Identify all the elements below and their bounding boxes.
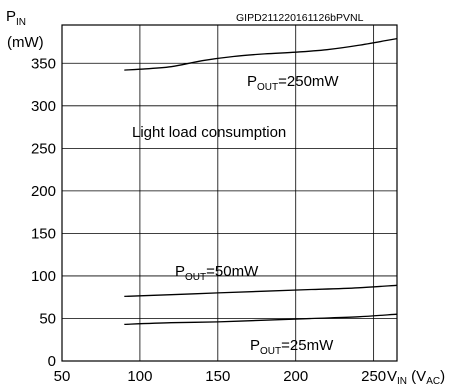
y-tick-label-150: 150 bbox=[31, 225, 56, 242]
series-label-25mw-sub: OUT bbox=[260, 346, 281, 357]
x-axis-title-close: ) bbox=[440, 368, 445, 385]
y-axis-title: PIN bbox=[6, 8, 26, 28]
series-label-25mw-main: P bbox=[250, 337, 260, 354]
series-layer bbox=[124, 37, 398, 326]
series-label-25mw: POUT=25mW bbox=[250, 337, 334, 357]
y-tick-label-50: 50 bbox=[39, 310, 56, 327]
x-tick-label-50: 50 bbox=[54, 368, 71, 385]
x-axis-title-paren-sub: AC bbox=[426, 376, 440, 385]
y-tick-label-350: 350 bbox=[31, 55, 56, 72]
y-axis-unit: (mW) bbox=[7, 34, 44, 51]
series-label-50mw-rest: =50mW bbox=[206, 263, 259, 280]
x-tick-label-150: 150 bbox=[205, 368, 230, 385]
y-tick-label-0: 0 bbox=[48, 353, 56, 370]
series-label-25mw-rest: =25mW bbox=[281, 337, 334, 354]
plot-frame bbox=[61, 24, 398, 362]
y-tick-label-250: 250 bbox=[31, 140, 56, 157]
y-tick-label-200: 200 bbox=[31, 183, 56, 200]
series-label-250mw-sub: OUT bbox=[257, 82, 278, 93]
series-label-50mw: POUT=50mW bbox=[175, 263, 259, 283]
series-label-50mw-sub: OUT bbox=[185, 272, 206, 283]
figure-code: GIPD211220161126bPVNL bbox=[236, 12, 364, 24]
y-axis-title-sub: IN bbox=[16, 17, 26, 28]
x-tick-label-100: 100 bbox=[127, 368, 152, 385]
x-axis-title-main: V bbox=[387, 368, 397, 385]
series-label-250mw-rest: =250mW bbox=[278, 73, 339, 90]
series-25mw-line bbox=[124, 313, 398, 326]
x-tick-label-250: 250 bbox=[361, 368, 386, 385]
annotation-light-load: Light load consumption bbox=[132, 124, 286, 141]
grid bbox=[61, 25, 397, 362]
y-tick-label-100: 100 bbox=[31, 268, 56, 285]
series-label-50mw-main: P bbox=[175, 263, 185, 280]
x-axis-title: VIN (VAC) bbox=[387, 368, 445, 385]
series-label-250mw: POUT=250mW bbox=[247, 73, 339, 93]
series-label-250mw-main: P bbox=[247, 73, 257, 90]
x-axis-title-sub: IN bbox=[397, 376, 407, 385]
x-tick-label-200: 200 bbox=[283, 368, 308, 385]
series-250mw-line bbox=[124, 37, 398, 71]
x-axis-title-paren: (V bbox=[407, 368, 426, 385]
y-axis-title-main: P bbox=[6, 8, 16, 25]
y-tick-label-300: 300 bbox=[31, 98, 56, 115]
series-50mw-line bbox=[124, 284, 398, 298]
